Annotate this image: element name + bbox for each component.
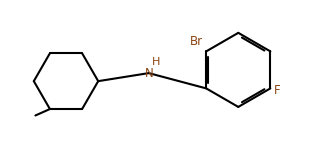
Text: N: N [144, 67, 153, 80]
Text: F: F [274, 83, 281, 97]
Text: Br: Br [190, 35, 203, 48]
Text: H: H [152, 57, 160, 67]
